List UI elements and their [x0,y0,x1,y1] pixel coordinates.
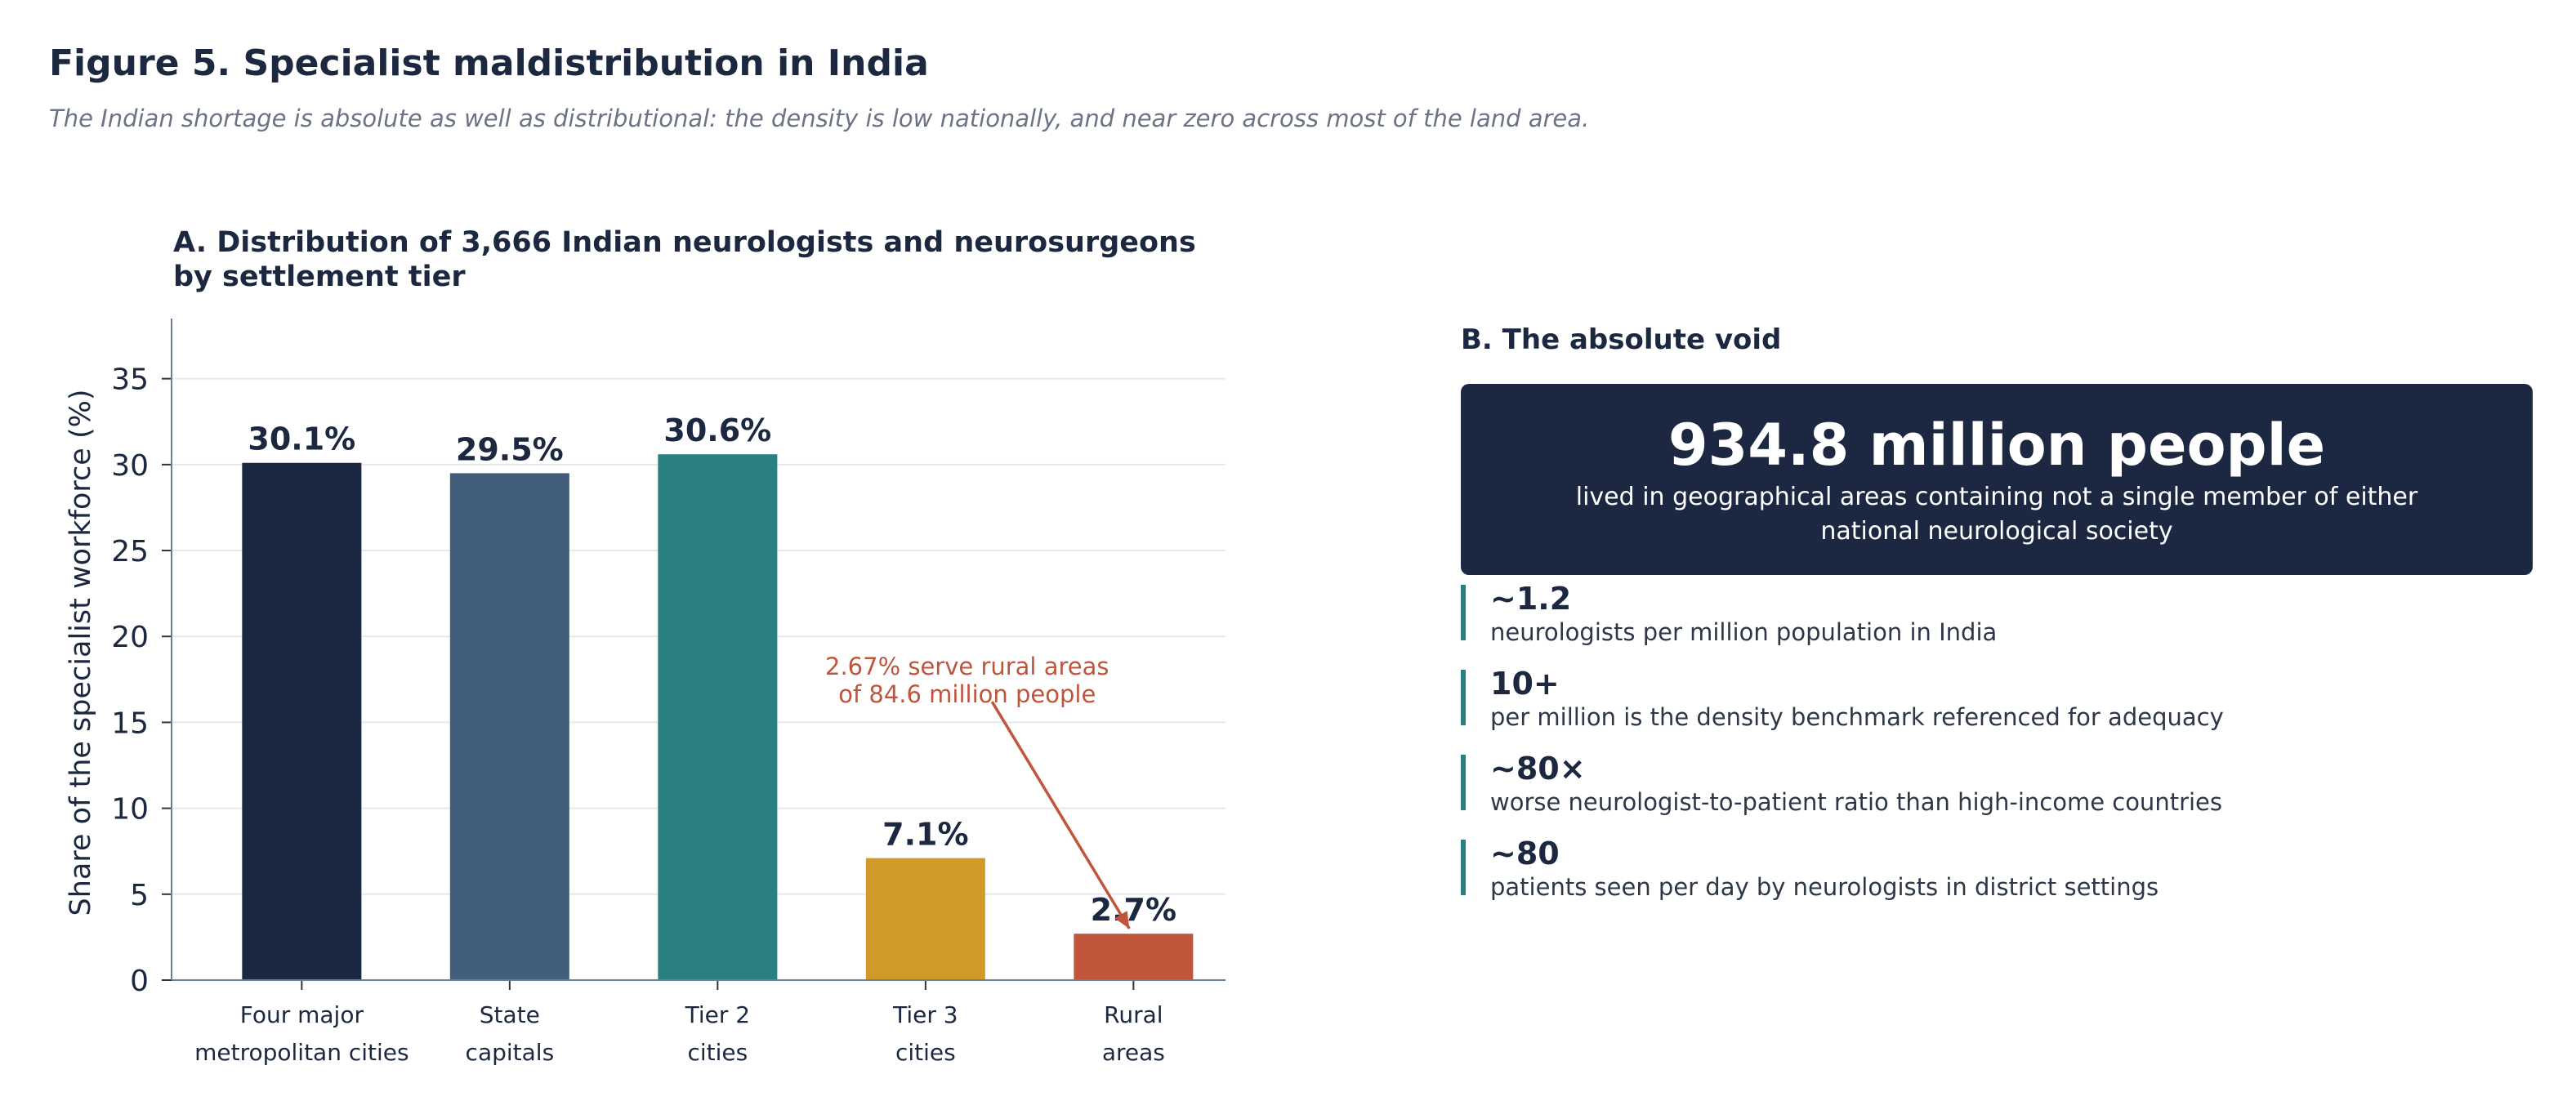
annotation-arrow-line [990,701,1131,929]
y-tick-label: 0 [130,965,149,998]
bar-3 [658,454,778,980]
stat-value: ~80× [1490,751,1586,787]
stat-accent-bar [1461,755,1466,810]
bar-value-label: 7.1% [882,817,968,853]
x-tick-label: cities [687,1039,748,1066]
figure-subtitle: The Indian shortage is absolute as well … [49,105,1590,132]
stat-description: neurologists per million population in I… [1490,618,1998,646]
stat-item: ~1.2 neurologists per million population… [1461,581,2523,646]
bar-4 [865,858,985,980]
annotation-text: 2.67% serve rural areas [825,653,1109,680]
void-text: lived in geographical areas containing n… [1575,483,2418,546]
bar-value-label: 2.7% [1091,892,1176,928]
stat-description: worse neurologist-to-patient ratio than … [1490,788,2222,816]
annotation-text: of 84.6 million people [838,680,1096,708]
y-tick-label: 25 [111,535,149,568]
annotation-arrow-head [1114,911,1130,929]
y-tick-label: 35 [111,363,149,397]
stat-item: 10+ per million is the density benchmark… [1461,666,2523,731]
stat-accent-bar [1461,670,1466,725]
figure-title: Figure 5. Specialist maldistribution in … [49,42,929,84]
y-tick-label: 10 [111,793,149,827]
x-tick-label: Four major [240,1001,364,1028]
stat-value: ~80 [1490,836,1560,871]
stat-value: ~1.2 [1490,581,1572,617]
stat-value: 10+ [1490,666,1560,702]
bar-value-label: 29.5% [456,431,564,467]
void-number: 934.8 million people [1667,412,2326,479]
x-tick-label: Rural [1104,1001,1163,1028]
x-tick-label: metropolitan cities [194,1039,409,1066]
bar-1 [242,462,362,980]
x-tick-label: capitals [466,1039,555,1066]
chart-title-line: by settlement tier [173,261,466,293]
y-axis-label: Share of the specialist workforce (%) [65,389,97,916]
y-tick-label: 20 [111,621,149,654]
x-tick-label: Tier 2 [685,1001,750,1028]
bar-value-label: 30.1% [248,421,355,457]
bar-value-label: 30.6% [663,412,771,448]
chart-title-line: A. Distribution of 3,666 Indian neurolog… [173,226,1196,259]
stat-accent-bar [1461,585,1466,640]
y-tick-label: 30 [111,449,149,483]
stat-accent-bar [1461,840,1466,895]
stat-item: ~80× worse neurologist-to-patient ratio … [1461,751,2523,816]
x-tick-label: areas [1102,1039,1165,1066]
bar-5 [1074,934,1194,980]
y-tick-label: 15 [111,707,149,740]
x-tick-label: State [480,1001,540,1028]
stat-item: ~80 patients seen per day by neurologist… [1461,836,2523,901]
y-tick-label: 5 [130,879,149,912]
panel-b-title: B. The absolute void [1461,323,1782,356]
void-highlight-box: 934.8 million people lived in geographic… [1461,384,2533,575]
bar-2 [449,473,569,980]
x-tick-label: Tier 3 [892,1001,958,1028]
stat-description: per million is the density benchmark ref… [1490,703,2224,731]
x-tick-label: cities [895,1039,956,1066]
stat-description: patients seen per day by neurologists in… [1490,873,2159,901]
